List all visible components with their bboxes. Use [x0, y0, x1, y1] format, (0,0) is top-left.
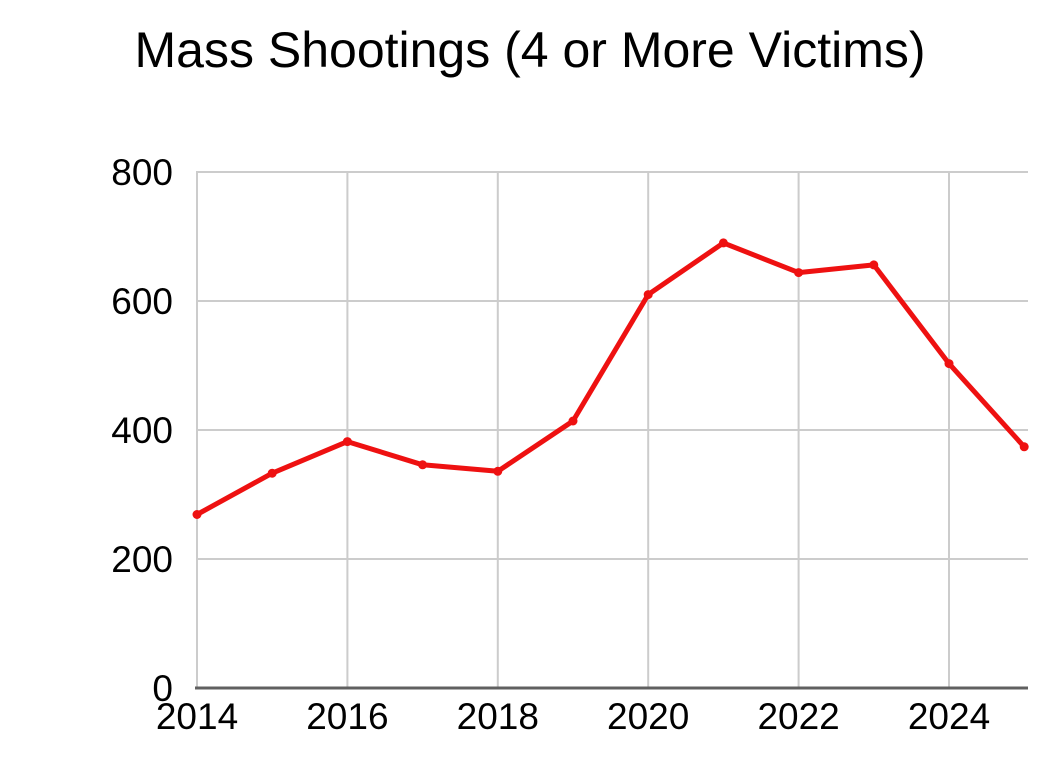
- x-tick-label: 2018: [457, 696, 539, 737]
- data-point-marker: [718, 238, 728, 248]
- data-point-marker: [192, 510, 202, 519]
- y-tick-label: 800: [111, 152, 173, 193]
- y-tick-label: 400: [111, 410, 173, 451]
- data-point-marker: [267, 468, 277, 478]
- x-tick-label: 2014: [156, 696, 238, 737]
- data-point-marker: [568, 416, 578, 426]
- data-series-line: [194, 240, 1027, 517]
- y-tick-label: 600: [111, 281, 173, 322]
- x-tick-label: 2024: [908, 696, 990, 737]
- x-tick-label: 2022: [757, 696, 839, 737]
- data-point-marker: [944, 359, 954, 369]
- data-point-marker: [493, 466, 503, 476]
- data-point-marker: [342, 437, 352, 447]
- x-tick-label: 2016: [306, 696, 388, 737]
- data-point-marker: [643, 290, 653, 300]
- data-point-marker: [418, 460, 428, 470]
- data-point-marker: [869, 260, 879, 270]
- data-point-marker: [1019, 442, 1029, 452]
- x-tick-label: 2020: [607, 696, 689, 737]
- y-tick-label: 200: [111, 539, 173, 580]
- data-point-marker: [794, 268, 804, 278]
- chart-title: Mass Shootings (4 or More Victims): [134, 22, 926, 78]
- y-tick-label: 0: [152, 668, 173, 709]
